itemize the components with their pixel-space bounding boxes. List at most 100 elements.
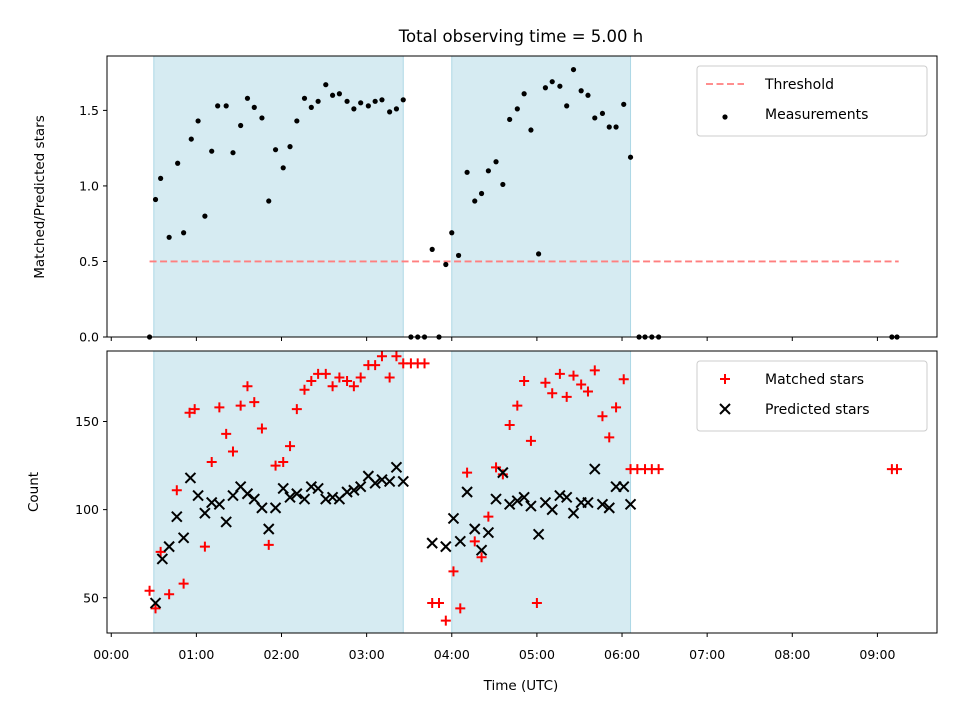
legend-measurement-swatch	[722, 114, 728, 120]
measurement-point	[464, 169, 470, 175]
matched-star-point	[618, 374, 629, 385]
measurement-point	[272, 147, 279, 153]
matched-star-point	[235, 400, 246, 411]
legend-box	[696, 360, 928, 432]
matched-star-point	[597, 411, 608, 422]
matched-star-point	[497, 469, 508, 480]
matched-star-point	[512, 400, 523, 411]
matched-star-point	[455, 603, 466, 614]
measurement-point	[315, 98, 321, 104]
predicted-star-point	[532, 528, 545, 541]
predicted-star-point	[461, 486, 473, 498]
predicted-star-point	[192, 489, 204, 502]
predicted-star-point	[475, 544, 488, 556]
measurement-point	[259, 115, 265, 121]
matched-star-point	[178, 578, 189, 589]
legend-predicted-swatch	[719, 403, 731, 415]
predicted-star-point	[305, 481, 318, 493]
predicted-star-point	[440, 540, 452, 553]
matched-star-point	[604, 432, 615, 443]
predicted-star-point	[156, 553, 169, 565]
predicted-star-point	[390, 461, 403, 474]
observing-window	[451, 55, 632, 338]
matched-star-point	[327, 381, 338, 392]
measurement-point	[244, 95, 251, 101]
predicted-star-point	[341, 486, 353, 498]
measurement-point	[613, 124, 619, 130]
predicted-star-point	[184, 472, 197, 484]
predicted-star-point	[326, 491, 339, 503]
measurement-point	[455, 252, 462, 259]
predicted-star-point	[589, 463, 601, 475]
predicted-star-point	[560, 491, 573, 503]
measurement-point	[365, 103, 371, 109]
predicted-star-point	[567, 507, 580, 519]
predicted-star-point	[582, 496, 594, 509]
measurement-point	[493, 159, 499, 165]
matched-star-point	[189, 404, 200, 415]
x-tick-label: 02:00	[263, 647, 299, 662]
x-tick-label: 03:00	[349, 647, 385, 662]
measurement-point	[393, 106, 400, 112]
matched-star-point	[469, 536, 480, 547]
measurement-point	[599, 110, 606, 117]
measurement-point	[500, 181, 506, 188]
predicted-star-point	[426, 537, 438, 549]
matched-star-point	[476, 552, 487, 563]
legend-matched-swatch	[720, 374, 730, 384]
measurement-point	[202, 213, 208, 219]
measurement-point	[429, 246, 435, 252]
matched-star-point	[370, 360, 381, 371]
measurement-point	[308, 104, 314, 110]
measurement-point	[485, 168, 491, 174]
matched-star-point	[306, 375, 317, 386]
matched-star-point	[531, 598, 542, 609]
predicted-star-point	[163, 540, 175, 553]
measurement-point	[578, 88, 584, 94]
x-tick-label: 06:00	[604, 647, 640, 662]
predicted-star-point	[241, 488, 254, 500]
x-axis-label: Time (UTC)	[483, 678, 559, 694]
y-tick-label: 150	[75, 414, 99, 429]
observing-window	[153, 55, 404, 338]
measurement-point	[592, 115, 598, 121]
matched-star-point	[278, 457, 289, 468]
x-tick-label: 08:00	[774, 647, 810, 662]
matched-star-point	[561, 391, 572, 402]
measurement-point	[181, 230, 187, 236]
measurement-point	[521, 91, 527, 97]
matched-star-point	[653, 464, 664, 475]
measurement-point	[336, 91, 342, 97]
measurement-point	[209, 148, 215, 154]
matched-star-point	[391, 351, 402, 362]
measurement-point	[557, 83, 563, 89]
measurement-point	[287, 144, 293, 150]
matched-star-point	[554, 368, 565, 379]
measurement-point	[329, 92, 336, 98]
measurement-point	[621, 101, 627, 107]
measurement-point	[564, 103, 570, 109]
matched-star-point	[519, 375, 530, 386]
measurement-point	[549, 79, 555, 85]
legend-box	[696, 65, 928, 137]
measurement-point	[358, 100, 364, 106]
matched-star-point	[199, 541, 210, 552]
matched-star-point	[221, 428, 232, 439]
measurement-point	[536, 251, 542, 257]
matched-star-point	[434, 598, 444, 609]
matched-star-point	[576, 379, 587, 390]
predicted-star-point	[369, 477, 381, 489]
bottom-axes-frame	[106, 350, 938, 634]
matched-star-point	[891, 464, 902, 475]
predicted-star-point	[525, 500, 537, 512]
measurement-point	[528, 127, 534, 133]
predicted-star-point	[171, 510, 183, 523]
measurement-point	[188, 136, 194, 142]
predicted-star-point	[397, 475, 409, 488]
y-tick-label: 100	[75, 502, 99, 517]
measurement-point	[478, 190, 485, 197]
legend-label: Measurements	[765, 107, 868, 123]
measurement-point	[166, 234, 172, 240]
predicted-star-point	[596, 498, 609, 511]
predicted-star-point	[312, 482, 324, 495]
